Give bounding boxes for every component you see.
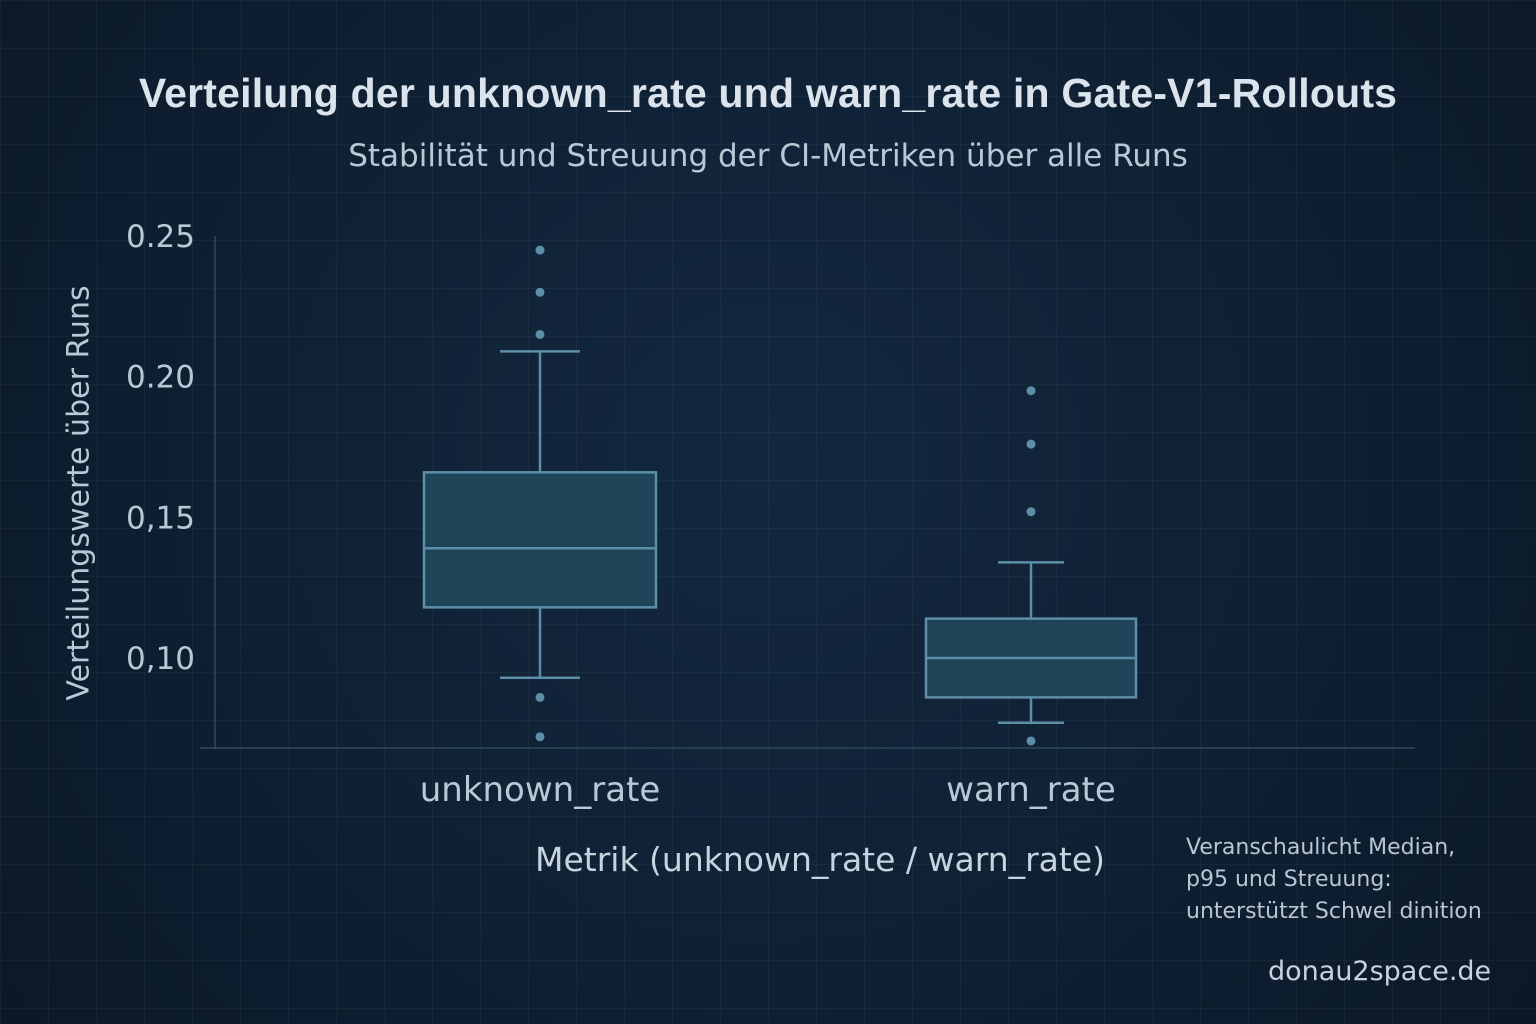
outlier-point-3 <box>1026 736 1036 746</box>
annotation-line-1: Veranschaulicht Median, <box>1186 835 1456 860</box>
x-category-label-warn_rate: warn_rate <box>946 770 1116 810</box>
annotation-line-2: p95 und Streuung: <box>1186 867 1392 892</box>
chart-subtitle: Stabilität und Streuung der CI-Metriken … <box>348 138 1188 174</box>
annotation-note: Veranschaulicht Median, p95 und Streuung… <box>1186 832 1516 928</box>
y-tick-label-2: 0,15 <box>126 500 195 536</box>
y-axis-label: Verteilungswerte über Runs <box>61 285 97 701</box>
brand-watermark: donau2space.de <box>1268 956 1492 987</box>
iqr-box <box>422 471 658 609</box>
x-category-labels: unknown_rate warn_rate <box>420 770 1116 810</box>
x-axis-label: Metrik (unknown_rate / warn_rate) <box>535 840 1106 879</box>
box-series <box>422 245 1138 746</box>
axes <box>200 236 1415 749</box>
annotation-line-3: unterstützt Schwel dinition <box>1186 899 1482 924</box>
outlier-point-1 <box>1026 439 1036 449</box>
box-group-unknown_rate <box>422 245 658 742</box>
chart-title: Verteilung der unknown_rate und warn_rat… <box>138 70 1398 116</box>
y-tick-label-1: 0.20 <box>126 360 195 396</box>
outlier-point-0 <box>535 245 545 255</box>
outlier-point-4 <box>535 732 545 742</box>
box-group-warn_rate <box>924 386 1138 746</box>
outlier-point-0 <box>1026 386 1036 396</box>
outlier-point-2 <box>535 329 545 339</box>
y-tick-label-0: 0.25 <box>126 219 195 255</box>
outlier-point-2 <box>1026 507 1036 517</box>
y-tick-labels: 0.25 0.20 0,15 0,10 <box>126 219 195 677</box>
x-category-label-unknown_rate: unknown_rate <box>420 770 661 810</box>
y-tick-label-3: 0,10 <box>126 641 195 677</box>
outlier-point-1 <box>535 287 545 297</box>
outlier-point-3 <box>535 692 545 702</box>
